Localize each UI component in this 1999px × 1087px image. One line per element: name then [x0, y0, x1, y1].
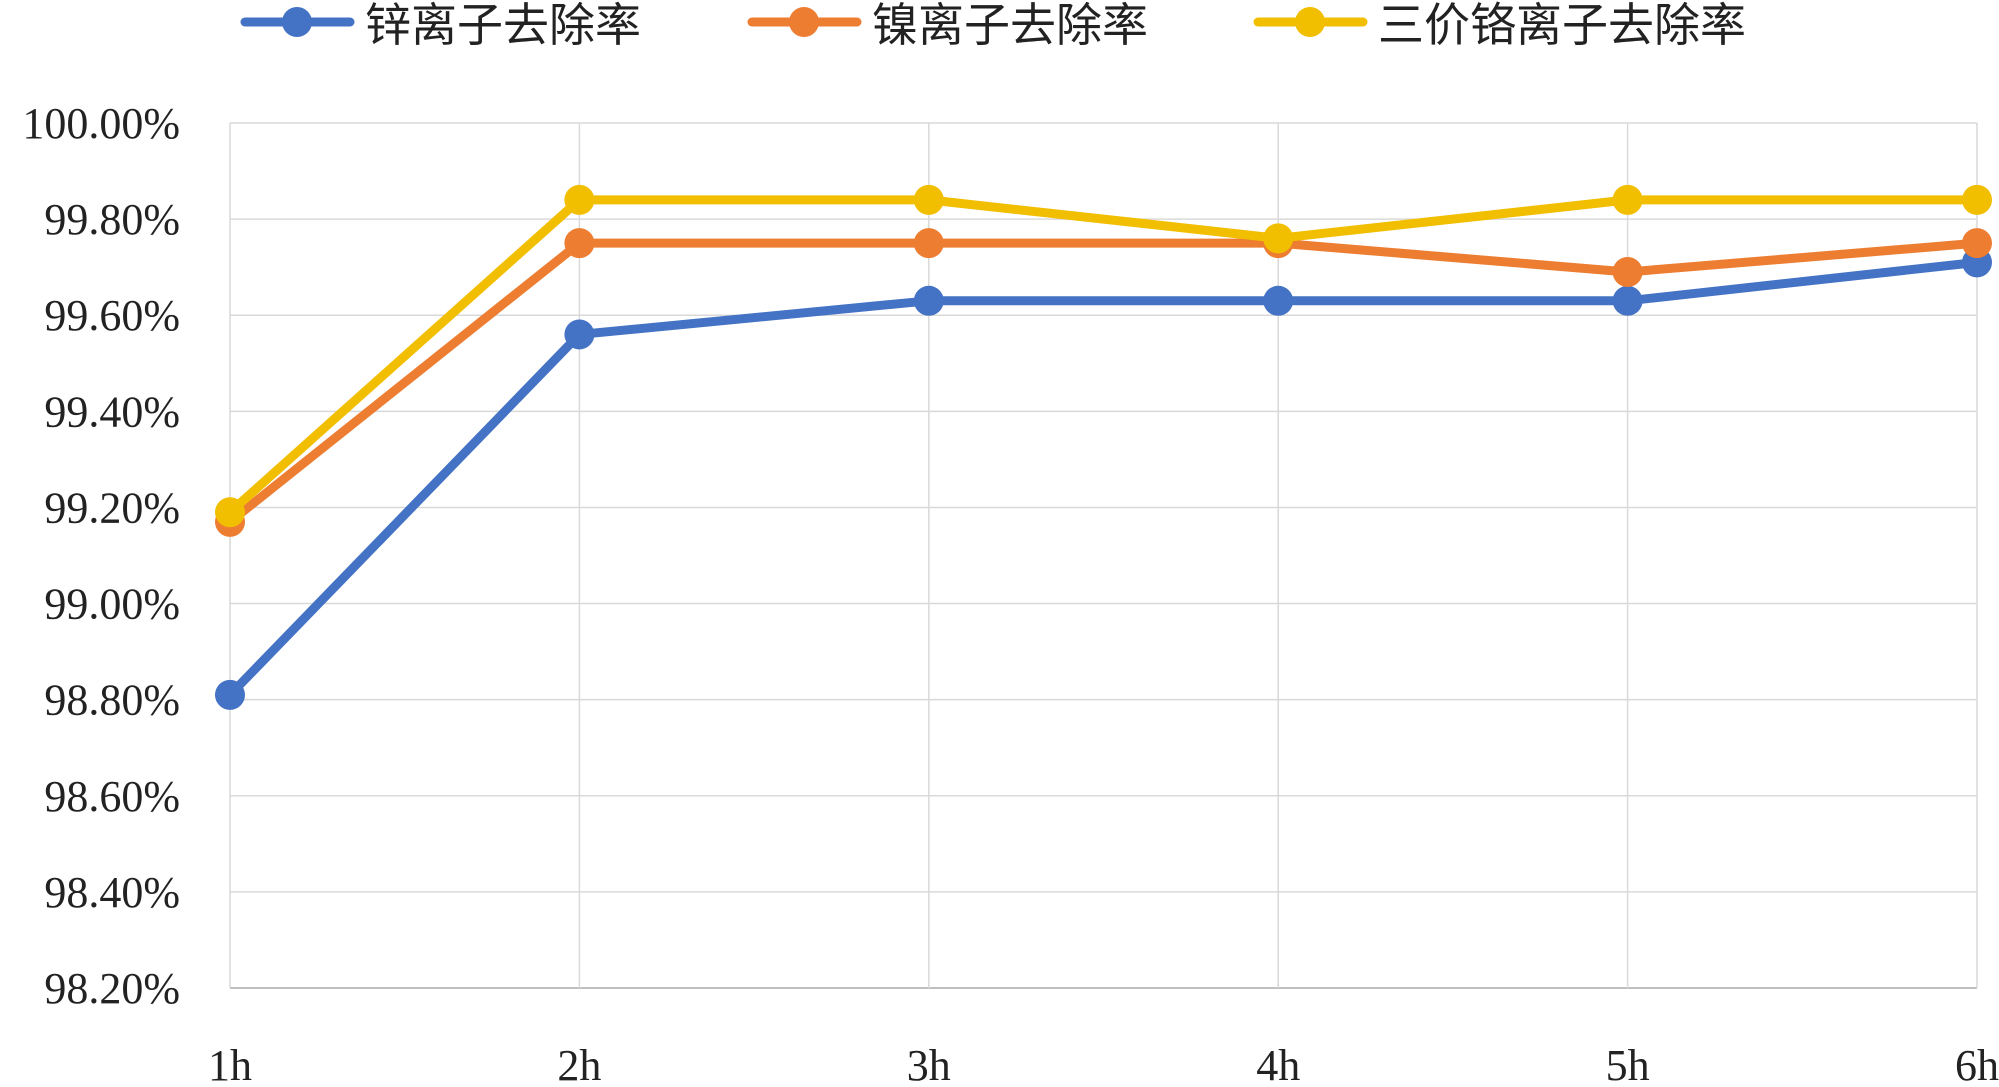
- data-point: [564, 228, 595, 259]
- data-point: [1263, 285, 1294, 316]
- y-tick-label: 99.40%: [44, 387, 180, 436]
- series-lines: [215, 184, 1992, 710]
- series-3: [215, 184, 1992, 528]
- y-tick-label: 99.80%: [44, 195, 180, 244]
- legend-marker: [1295, 7, 1325, 37]
- x-tick-label: 5h: [1606, 1041, 1650, 1087]
- y-axis-tick-labels: 98.20% 98.40% 98.60% 98.80% 99.00% 99.20% 99.4…: [22, 99, 180, 1013]
- y-tick-label: 98.40%: [44, 868, 180, 917]
- legend-label: 三价铬离子去除率: [1378, 0, 1746, 52]
- series-2: [215, 228, 1992, 537]
- series-line: [225, 257, 1982, 700]
- data-point: [215, 497, 245, 528]
- data-point: [1962, 228, 1992, 259]
- data-point: [564, 319, 595, 350]
- data-point: [1962, 184, 1992, 215]
- y-tick-label: 98.80%: [44, 676, 180, 725]
- gridlines: [229, 122, 1978, 989]
- legend-item: 三价铬离子去除率: [1253, 0, 1746, 52]
- y-tick-label: 99.60%: [44, 291, 180, 340]
- data-point: [215, 679, 245, 710]
- series-line: [225, 195, 1982, 517]
- legend-marker: [282, 7, 312, 37]
- data-point: [564, 184, 595, 215]
- data-point: [913, 184, 944, 215]
- legend-marker: [789, 7, 819, 37]
- data-point: [1612, 184, 1643, 215]
- data-point: [913, 285, 944, 316]
- legend-label: 锌离子去除率: [365, 0, 641, 52]
- legend-item: 锌离子去除率: [240, 0, 641, 52]
- x-axis-tick-labels: 1h 2h 3h 4h 5h 6h: [208, 1041, 1999, 1087]
- legend-item: 镍离子去除率: [747, 0, 1148, 52]
- y-tick-label: 98.20%: [44, 964, 180, 1013]
- data-point: [913, 228, 944, 259]
- y-tick-label: 98.60%: [44, 772, 180, 821]
- data-point: [1612, 285, 1643, 316]
- y-tick-label: 100.00%: [22, 99, 180, 148]
- legend-label: 镍离子去除率: [872, 0, 1148, 52]
- legend: 锌离子去除率 镍离子去除率 三价铬离子去除率: [240, 0, 1746, 52]
- y-tick-label: 99.00%: [44, 580, 180, 629]
- x-tick-label: 1h: [208, 1041, 252, 1087]
- x-tick-label: 2h: [557, 1041, 601, 1087]
- data-point: [1612, 256, 1643, 287]
- y-tick-label: 99.20%: [44, 483, 180, 532]
- x-tick-label: 3h: [907, 1041, 951, 1087]
- data-point: [1263, 223, 1294, 254]
- x-tick-label: 4h: [1256, 1041, 1300, 1087]
- series-line: [225, 238, 1982, 527]
- x-tick-label: 6h: [1955, 1041, 1999, 1087]
